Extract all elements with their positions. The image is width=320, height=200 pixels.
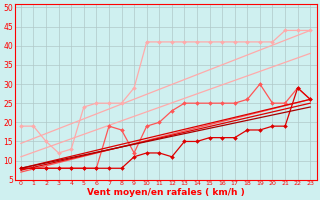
X-axis label: Vent moyen/en rafales ( km/h ): Vent moyen/en rafales ( km/h ) (87, 188, 244, 197)
